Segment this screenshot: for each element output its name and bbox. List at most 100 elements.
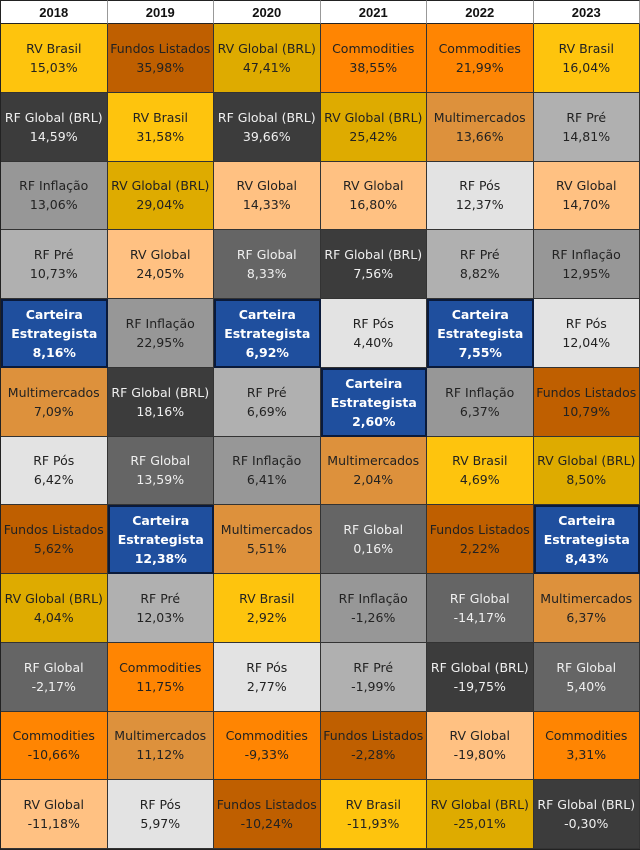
asset-return: 4,04% xyxy=(33,609,74,625)
asset-name: RF Pré xyxy=(33,247,74,263)
asset-name: RF Pós xyxy=(459,178,501,194)
asset-cell: RV Global (BRL) 47,41% xyxy=(214,24,321,93)
asset-name: Carteira Estrategista xyxy=(117,513,204,548)
asset-return: 6,69% xyxy=(246,403,287,419)
asset-name: Multimercados xyxy=(327,453,420,469)
asset-return: -0,30% xyxy=(564,816,609,832)
asset-cell: Carteira Estrategista 7,55% xyxy=(427,299,534,368)
asset-cell: RF Pós 6,42% xyxy=(1,436,108,506)
asset-return: 8,50% xyxy=(566,472,607,488)
asset-cell: RF Global (BRL) -0,30% xyxy=(533,780,640,849)
asset-cell: RF Pré 10,73% xyxy=(1,230,108,299)
asset-cell: RF Inflação 6,41% xyxy=(214,436,321,506)
asset-name: Multimercados xyxy=(7,384,100,400)
asset-return: 16,80% xyxy=(349,197,398,213)
asset-name: RF Global xyxy=(236,247,297,263)
asset-return: 12,95% xyxy=(562,266,611,282)
asset-cell: RF Pós 12,04% xyxy=(533,299,640,368)
asset-cell: RF Pré 8,82% xyxy=(427,230,534,299)
asset-cell: RV Global 14,33% xyxy=(214,161,321,231)
asset-return: 12,37% xyxy=(455,197,504,213)
asset-return: 11,12% xyxy=(136,747,185,763)
asset-name: RF Inflação xyxy=(445,384,515,400)
asset-cell: RV Global (BRL) 8,50% xyxy=(533,436,640,506)
asset-return: 7,55% xyxy=(458,344,502,360)
asset-return: 12,38% xyxy=(134,551,187,567)
asset-return: 35,98% xyxy=(136,59,185,75)
asset-cell: RF Global -14,17% xyxy=(427,574,534,643)
asset-cell: RF Pré 14,81% xyxy=(533,92,640,162)
asset-cell: Carteira Estrategista 2,60% xyxy=(320,367,427,437)
asset-name: RV Global (BRL) xyxy=(537,453,636,469)
asset-name: RV Global xyxy=(343,178,404,194)
asset-name: RV Global xyxy=(236,178,297,194)
asset-cell: Commodities 38,55% xyxy=(320,24,427,93)
asset-cell: Multimercados 11,12% xyxy=(107,711,214,781)
asset-cell: Fundos Listados 10,79% xyxy=(533,367,640,437)
asset-return: 7,56% xyxy=(353,266,394,282)
asset-name: RF Global xyxy=(130,453,191,469)
asset-cell: RF Inflação 12,95% xyxy=(533,230,640,299)
asset-name: RF Inflação xyxy=(125,315,195,331)
asset-name: RV Global (BRL) xyxy=(324,109,423,125)
asset-cell: RV Brasil -11,93% xyxy=(320,780,427,849)
asset-cell: Carteira Estrategista 8,43% xyxy=(533,505,640,574)
asset-name: RF Inflação xyxy=(551,247,621,263)
asset-return: 21,99% xyxy=(455,59,504,75)
asset-cell: Commodities -9,33% xyxy=(214,711,321,781)
asset-name: RV Brasil xyxy=(345,797,401,813)
asset-return: 25,42% xyxy=(349,128,398,144)
asset-name: RF Pós xyxy=(565,315,607,331)
asset-return: 14,81% xyxy=(562,128,611,144)
asset-name: Fundos Listados xyxy=(216,797,317,813)
asset-name: RF Inflação xyxy=(19,178,89,194)
asset-return: 2,22% xyxy=(459,541,500,557)
asset-return: 31,58% xyxy=(136,128,185,144)
asset-name: RF Inflação xyxy=(338,590,408,606)
asset-return: 18,16% xyxy=(136,403,185,419)
asset-name: Fundos Listados xyxy=(429,522,530,538)
asset-name: RF Pós xyxy=(33,453,75,469)
asset-name: Multimercados xyxy=(220,522,313,538)
asset-name: Carteira Estrategista xyxy=(437,306,524,341)
asset-name: RV Global xyxy=(130,247,191,263)
asset-return: 16,04% xyxy=(562,59,611,75)
asset-name: RV Global xyxy=(23,797,84,813)
asset-cell: RF Global (BRL) 39,66% xyxy=(214,92,321,162)
asset-name: Commodities xyxy=(119,659,202,675)
asset-return: 2,60% xyxy=(352,413,396,429)
asset-cell: RV Global -19,80% xyxy=(427,711,534,781)
asset-cell: RV Global (BRL) 4,04% xyxy=(1,574,108,643)
asset-return: -14,17% xyxy=(453,609,506,625)
asset-cell: RF Inflação 22,95% xyxy=(107,299,214,368)
asset-cell: Multimercados 5,51% xyxy=(214,505,321,574)
asset-cell: RV Brasil 4,69% xyxy=(427,436,534,506)
asset-name: RF Pós xyxy=(246,659,288,675)
asset-name: Commodities xyxy=(12,728,95,744)
asset-name: RF Global xyxy=(343,522,404,538)
asset-return: -11,18% xyxy=(27,816,80,832)
asset-cell: Multimercados 2,04% xyxy=(320,436,427,506)
asset-name: RV Brasil xyxy=(558,40,614,56)
asset-name: RV Global xyxy=(556,178,617,194)
asset-return: 14,33% xyxy=(242,197,291,213)
asset-name: RF Global xyxy=(23,659,84,675)
asset-name: Fundos Listados xyxy=(110,40,211,56)
asset-cell: RV Global (BRL) 25,42% xyxy=(320,92,427,162)
asset-cell: RF Global 5,40% xyxy=(533,642,640,712)
asset-return: 6,42% xyxy=(33,472,74,488)
asset-cell: RV Global 16,80% xyxy=(320,161,427,231)
asset-cell: RF Global (BRL) -19,75% xyxy=(427,642,534,712)
asset-return: 29,04% xyxy=(136,197,185,213)
asset-name: RV Global xyxy=(449,728,510,744)
asset-return: 2,77% xyxy=(246,678,287,694)
asset-cell: Multimercados 6,37% xyxy=(533,574,640,643)
asset-name: RF Global (BRL) xyxy=(537,797,636,813)
asset-name: RF Pré xyxy=(459,247,500,263)
asset-name: RF Global (BRL) xyxy=(324,247,423,263)
asset-return: 5,40% xyxy=(566,678,607,694)
asset-name: Fundos Listados xyxy=(3,522,104,538)
asset-name: Multimercados xyxy=(114,728,207,744)
asset-cell: RV Global 14,70% xyxy=(533,161,640,231)
asset-name: Fundos Listados xyxy=(536,384,637,400)
